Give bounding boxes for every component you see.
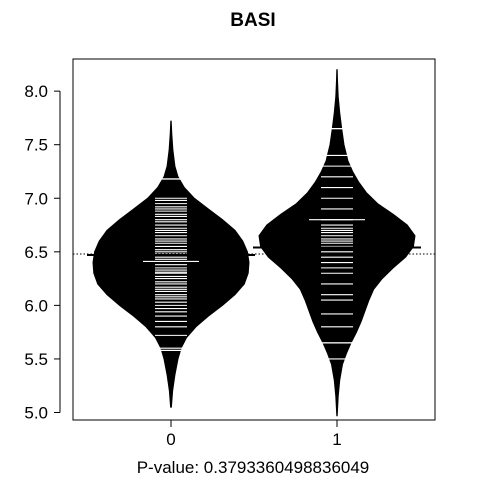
y-tick-label: 5.5 xyxy=(24,350,48,369)
x-tick-label: 0 xyxy=(166,430,175,449)
bean-1 xyxy=(253,69,421,417)
y-axis: 5.0 5.5 6.0 6.5 7.0 7.5 8.0 xyxy=(24,82,61,423)
y-tick-label: 5.0 xyxy=(24,404,48,423)
chart-title: BASI xyxy=(230,10,275,31)
beans xyxy=(87,69,421,417)
y-tick-label: 8.0 xyxy=(24,82,48,101)
y-tick-label: 6.5 xyxy=(24,243,48,262)
y-tick-label: 7.5 xyxy=(24,136,48,155)
y-tick-label: 6.0 xyxy=(24,296,48,315)
bean-density-0 xyxy=(92,120,250,408)
bean-0 xyxy=(87,120,255,408)
x-axis-label: P-value: 0.3793360498836049 xyxy=(137,458,370,477)
x-tick-label: 1 xyxy=(332,430,341,449)
y-tick-label: 7.0 xyxy=(24,189,48,208)
